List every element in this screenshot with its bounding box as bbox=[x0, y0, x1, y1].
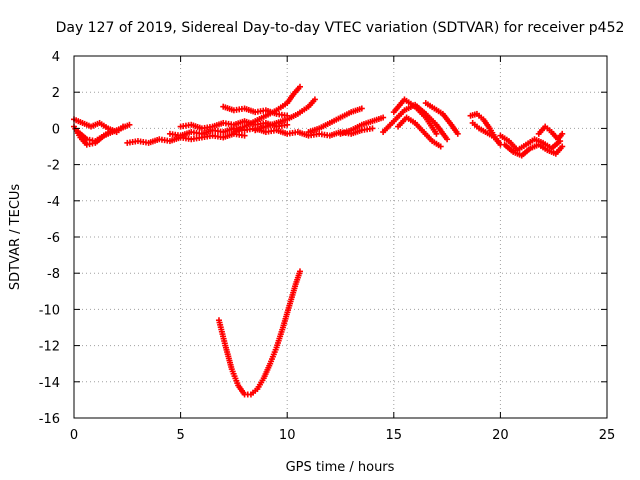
data-point bbox=[284, 112, 291, 119]
series-late-band-b bbox=[501, 141, 566, 159]
data-point bbox=[433, 130, 440, 137]
ticks-layer bbox=[73, 55, 608, 419]
data-points-layer bbox=[71, 83, 566, 398]
y-tick-label: -2 bbox=[47, 159, 60, 174]
series-rising-arc-b bbox=[252, 96, 318, 134]
data-point bbox=[559, 130, 566, 137]
series-rising-arc-d bbox=[305, 105, 365, 136]
y-tick-label: 2 bbox=[52, 86, 60, 101]
data-point bbox=[296, 268, 303, 275]
data-point bbox=[109, 127, 116, 134]
series-early-arc-b bbox=[75, 127, 116, 145]
series-rising-arc-c bbox=[220, 103, 291, 119]
data-point bbox=[437, 143, 444, 150]
series-late-band bbox=[497, 132, 564, 154]
grid-layer bbox=[74, 56, 607, 418]
data-point bbox=[284, 121, 291, 128]
series-arc-15h-b bbox=[390, 96, 440, 137]
data-point bbox=[358, 105, 365, 112]
y-tick-label: 4 bbox=[52, 50, 60, 65]
series-mid-band-a bbox=[124, 130, 248, 146]
y-tick-label: -10 bbox=[39, 303, 60, 318]
y-tick-label: -4 bbox=[47, 195, 60, 210]
data-point bbox=[444, 136, 451, 143]
series-dip-arc bbox=[215, 268, 303, 398]
y-tick-label: -16 bbox=[39, 412, 60, 427]
x-tick-label: 10 bbox=[279, 428, 296, 443]
y-tick-label: -6 bbox=[47, 231, 60, 246]
x-tick-label: 25 bbox=[599, 428, 616, 443]
y-tick-label: -12 bbox=[39, 340, 60, 355]
data-point bbox=[454, 130, 461, 137]
data-point bbox=[495, 138, 502, 145]
x-tick-label: 5 bbox=[176, 428, 184, 443]
y-tick-label: -14 bbox=[39, 376, 60, 391]
x-tick-label: 0 bbox=[70, 428, 78, 443]
series-arc-19h bbox=[467, 110, 504, 148]
x-tick-label: 15 bbox=[386, 428, 403, 443]
data-point bbox=[120, 123, 127, 130]
data-point bbox=[311, 96, 318, 103]
series-arc-15h-c bbox=[395, 114, 444, 150]
x-axis-label: GPS time / hours bbox=[286, 460, 395, 475]
data-point bbox=[126, 121, 133, 128]
data-point bbox=[296, 83, 303, 90]
data-point bbox=[241, 132, 248, 139]
y-tick-label: -8 bbox=[47, 267, 60, 282]
y-axis-label: SDTVAR / TECUs bbox=[8, 184, 23, 291]
y-tick-label: 0 bbox=[52, 122, 60, 137]
data-point bbox=[559, 143, 566, 150]
series-late-arc bbox=[535, 123, 566, 143]
x-tick-label: 20 bbox=[492, 428, 509, 443]
data-point bbox=[369, 125, 376, 132]
data-point bbox=[380, 114, 387, 121]
series-rising-arc-e bbox=[337, 114, 387, 137]
series-arc-19h-b bbox=[469, 119, 502, 145]
series-arc-17h bbox=[422, 100, 461, 137]
chart-title: Day 127 of 2019, Sidereal Day-to-day VTE… bbox=[56, 20, 625, 36]
